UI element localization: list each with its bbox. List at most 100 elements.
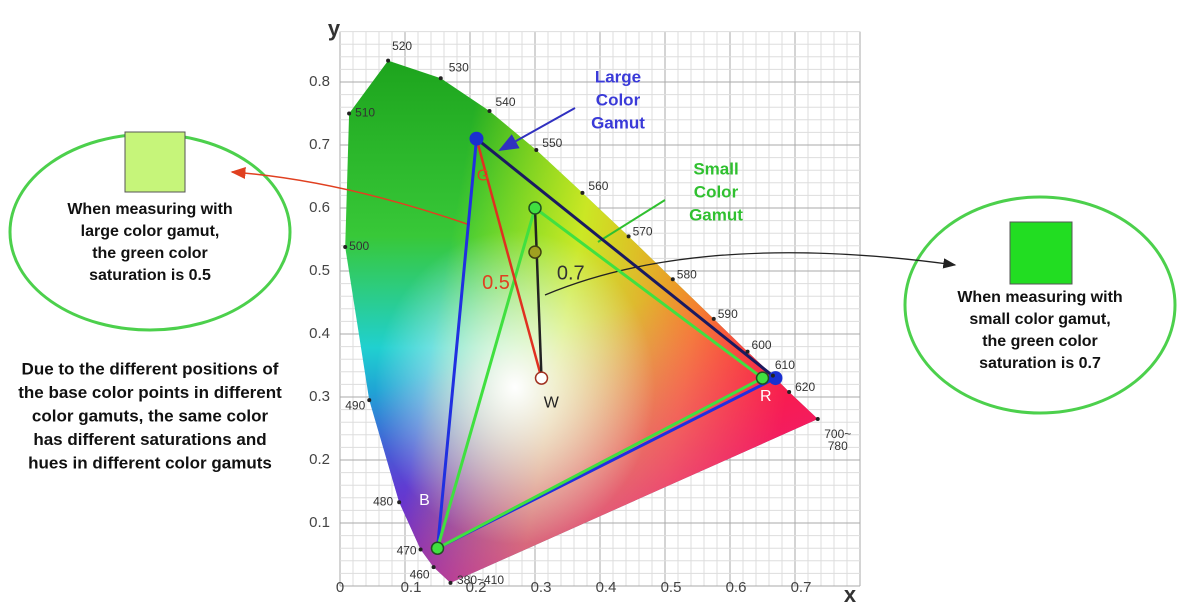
locus-dot	[367, 398, 372, 403]
y-tick-label: 0.1	[309, 514, 330, 531]
x-tick-label: 0.3	[531, 579, 552, 596]
locus-dot	[438, 76, 443, 81]
saturation-label: 0.5	[482, 272, 510, 294]
y-tick-label: 0.7	[309, 136, 330, 153]
wavelength-label: 620	[795, 380, 815, 394]
locus-dot	[448, 580, 453, 585]
large-red-point	[768, 371, 783, 386]
locus-dot	[815, 417, 820, 422]
wavelength-label: 570	[633, 225, 653, 239]
saturation-line	[475, 138, 543, 379]
x-tick-label: 0.6	[726, 579, 747, 596]
x-tick-label: 0.5	[661, 579, 682, 596]
swatch	[124, 131, 186, 193]
wavelength-label: 610	[775, 358, 795, 372]
large-gamut-label: Color	[596, 90, 641, 109]
white-point	[534, 371, 549, 385]
bubble-text: When measuring with	[67, 201, 232, 218]
locus-dot	[711, 316, 716, 321]
y-tick-label: 0.2	[309, 451, 330, 468]
locus-dot	[487, 108, 492, 113]
locus-dot	[386, 58, 391, 63]
wavelength-label: 460	[410, 567, 430, 581]
origin-label: 0	[336, 579, 344, 596]
point-label: W	[544, 395, 560, 412]
x-tick-label: 0.4	[596, 579, 617, 596]
note-text: hues in different color gamuts	[28, 453, 272, 472]
wavelength-label: 780	[828, 439, 848, 453]
arrow	[230, 167, 471, 226]
locus-dot	[397, 500, 402, 505]
large-gamut-label: Large	[595, 67, 641, 86]
note-text: the base color points in different	[18, 383, 282, 402]
y-tick-label: 0.6	[309, 199, 330, 216]
wavelength-label: 590	[718, 307, 738, 321]
arrow	[544, 252, 957, 296]
locus-dot	[343, 245, 348, 250]
locus-dot	[347, 111, 352, 116]
large-gamut-edge	[475, 137, 777, 380]
note-text: color gamuts, the same color	[32, 406, 269, 425]
wavelength-label: 470	[397, 544, 417, 558]
wavelength-label: 500	[349, 239, 369, 253]
small-gamut-label: Small	[693, 159, 738, 178]
note-text: has different saturations and	[33, 430, 266, 449]
y-tick-label: 0.4	[309, 325, 330, 342]
large-green-point	[469, 131, 484, 146]
locus-dot	[534, 148, 539, 153]
wavelength-label: 540	[495, 95, 515, 109]
small-gamut-edge	[534, 206, 764, 380]
x-tick-label: 0.1	[401, 579, 422, 596]
swatch	[1009, 221, 1073, 285]
wavelength-label: 490	[345, 398, 365, 412]
arrow	[597, 199, 666, 243]
locus-dot	[431, 565, 436, 570]
small-gamut-label: Gamut	[689, 205, 743, 224]
bubble-text: large color gamut,	[81, 223, 220, 240]
x-tick-label: 0.7	[791, 579, 812, 596]
arrow	[498, 107, 576, 151]
x-tick-label: 0.2	[466, 579, 487, 596]
wavelength-label: 480	[373, 494, 393, 508]
blue-point	[430, 541, 445, 555]
wavelength-label: 580	[677, 267, 697, 281]
wavelength-label: 530	[449, 60, 469, 74]
labels: 380~410 460 470 480 490 500 510 520 530 540 550 560…	[18, 16, 1122, 607]
bubble-text: saturation is 0.5	[89, 267, 211, 284]
point-label: B	[419, 492, 430, 509]
saturation-line	[533, 207, 543, 379]
locus-dot	[626, 234, 631, 239]
wavelength-label: 550	[542, 136, 562, 150]
wavelength-label: 700~	[824, 427, 851, 441]
wavelength-label: 520	[392, 39, 412, 53]
small-gamut-label: Color	[694, 182, 739, 201]
locus-dot	[787, 389, 792, 394]
large-gamut-edge	[436, 138, 478, 549]
small-gamut-edge	[436, 376, 764, 550]
wavelength-label: 600	[752, 338, 772, 352]
bubble-text: small color gamut,	[969, 311, 1110, 328]
gamut-lines	[430, 131, 783, 555]
right-bubble	[903, 195, 1177, 415]
y-tick-label: 0.8	[309, 73, 330, 90]
bubble-text: the green color	[982, 333, 1098, 350]
small-green-point	[528, 201, 542, 215]
small-red-point	[755, 371, 770, 385]
target-point	[528, 245, 542, 259]
saturation-label: 0.7	[557, 262, 585, 284]
y-tick-label: 0.5	[309, 262, 330, 279]
y-tick-label: 0.3	[309, 388, 330, 405]
wavelength-label: 380~410	[457, 573, 504, 587]
small-gamut-edge	[436, 207, 537, 549]
point-label: G	[477, 168, 489, 185]
large-gamut-label: Gamut	[591, 113, 645, 132]
locus-dot	[418, 547, 423, 552]
locus-dot	[745, 349, 750, 354]
x-axis-label: x	[844, 582, 857, 607]
locus-dot	[770, 373, 775, 378]
bubble-text: When measuring with	[957, 289, 1122, 306]
point-label: R	[760, 388, 772, 405]
y-axis-label: y	[328, 16, 341, 41]
note-text: Due to the different positions of	[22, 359, 279, 378]
